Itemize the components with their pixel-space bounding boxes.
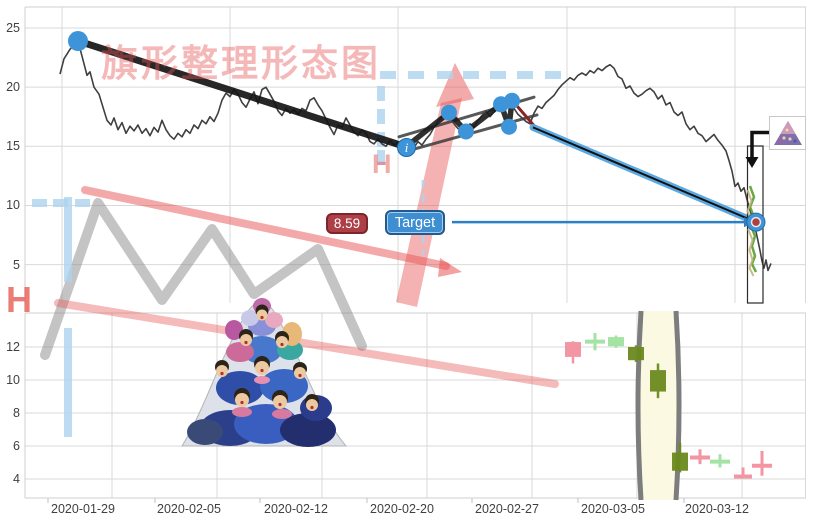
pattern-thumbnail xyxy=(769,116,806,150)
candle xyxy=(734,467,752,479)
candle xyxy=(565,341,581,364)
y-tick-label-lower: 10 xyxy=(6,373,20,387)
watermark-title: 旗形整理形态图 xyxy=(101,43,381,84)
y-tick-label-lower: 12 xyxy=(6,340,20,354)
candle xyxy=(690,449,710,465)
price-panel xyxy=(59,31,772,272)
y-tick-label-upper: 5 xyxy=(13,257,20,272)
candle xyxy=(608,335,624,348)
y-tick-label-upper: 20 xyxy=(6,80,20,95)
watermark-letter-h: H xyxy=(372,149,392,179)
x-tick-label: 2020-02-12 xyxy=(264,502,328,516)
target-label-badge: Target xyxy=(385,210,445,235)
candle xyxy=(710,454,730,468)
candle xyxy=(628,345,644,362)
candle xyxy=(672,442,688,473)
y-tick-label-lower: 8 xyxy=(13,406,20,420)
candle xyxy=(585,332,605,351)
y-tick-label-upper: 25 xyxy=(6,21,20,35)
watermark-letter-h: H xyxy=(6,279,32,320)
x-tick-label: 2020-02-27 xyxy=(475,502,539,516)
x-tick-label: 2020-02-20 xyxy=(370,502,434,516)
pattern-thumbnail-icon xyxy=(774,121,802,145)
y-tick-label-upper: 15 xyxy=(6,139,20,154)
cartoon-pyramid-image xyxy=(181,298,348,447)
price-target-value-badge: 8.59 xyxy=(326,213,368,234)
highlight-band xyxy=(635,310,682,501)
x-tick-label: 2020-01-29 xyxy=(51,502,115,516)
candle xyxy=(650,363,666,399)
x-tick-label: 2020-02-05 xyxy=(157,502,221,516)
target-annotation xyxy=(452,212,766,232)
x-tick-label: 2020-03-05 xyxy=(581,502,645,516)
candle xyxy=(752,450,772,476)
y-tick-label-lower: 4 xyxy=(13,472,20,486)
info-marker: i xyxy=(397,138,416,157)
y-tick-label-upper: 10 xyxy=(6,198,20,213)
watermark-graphics xyxy=(32,63,561,437)
candles xyxy=(565,332,772,479)
y-tick-label-lower: 6 xyxy=(13,439,20,453)
x-tick-label: 2020-03-12 xyxy=(685,502,749,516)
